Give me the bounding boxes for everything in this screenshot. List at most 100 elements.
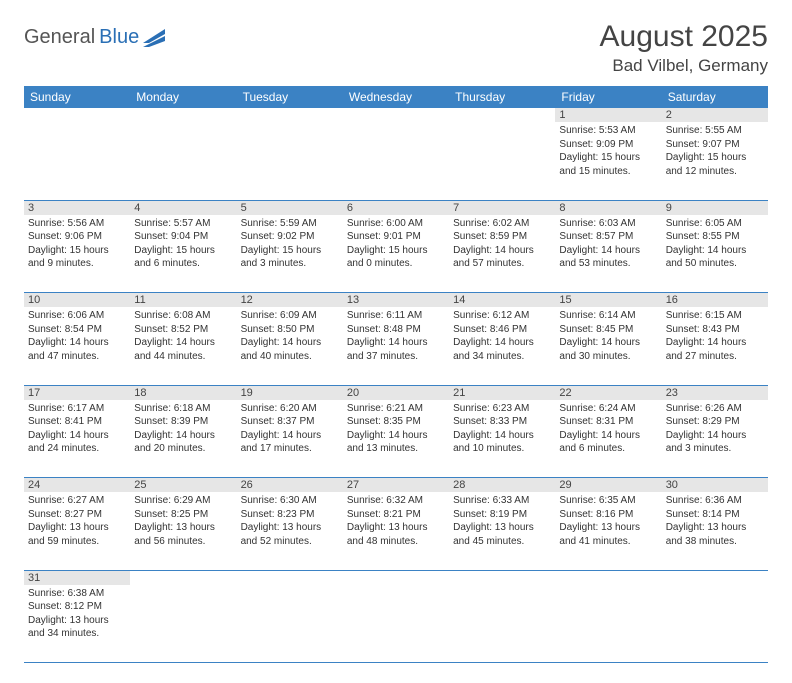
day-detail-line: Sunset: 8:52 PM bbox=[134, 323, 232, 337]
day-detail-line: and 20 minutes. bbox=[134, 442, 232, 456]
day-cell: Sunrise: 5:55 AMSunset: 9:07 PMDaylight:… bbox=[662, 122, 768, 200]
day-cell: Sunrise: 6:18 AMSunset: 8:39 PMDaylight:… bbox=[130, 400, 236, 478]
day-detail-line: Sunset: 8:41 PM bbox=[28, 415, 126, 429]
day-cell: Sunrise: 6:02 AMSunset: 8:59 PMDaylight:… bbox=[449, 215, 555, 293]
day-cell: Sunrise: 6:08 AMSunset: 8:52 PMDaylight:… bbox=[130, 307, 236, 385]
day-detail-line: Sunrise: 6:20 AM bbox=[241, 402, 339, 416]
day-detail-line: and 27 minutes. bbox=[666, 350, 764, 364]
day-number bbox=[662, 570, 768, 585]
day-detail-line: Daylight: 13 hours bbox=[28, 614, 126, 628]
day-number: 25 bbox=[130, 478, 236, 493]
day-detail-line: Sunrise: 5:55 AM bbox=[666, 124, 764, 138]
day-detail-line: Daylight: 13 hours bbox=[241, 521, 339, 535]
logo-text-blue: Blue bbox=[99, 26, 139, 49]
day-cell: Sunrise: 6:15 AMSunset: 8:43 PMDaylight:… bbox=[662, 307, 768, 385]
day-detail-line: and 59 minutes. bbox=[28, 535, 126, 549]
day-number: 7 bbox=[449, 200, 555, 215]
day-number: 23 bbox=[662, 385, 768, 400]
day-detail-line: Daylight: 15 hours bbox=[559, 151, 657, 165]
day-number bbox=[237, 108, 343, 122]
day-detail-line: Sunset: 8:43 PM bbox=[666, 323, 764, 337]
month-title: August 2025 bbox=[600, 20, 768, 54]
day-detail-line: Sunrise: 6:05 AM bbox=[666, 217, 764, 231]
day-detail-line: and 24 minutes. bbox=[28, 442, 126, 456]
day-detail-line: Sunrise: 6:14 AM bbox=[559, 309, 657, 323]
day-detail-line: and 48 minutes. bbox=[347, 535, 445, 549]
day-detail-line: Daylight: 15 hours bbox=[28, 244, 126, 258]
day-detail-line: Sunset: 8:50 PM bbox=[241, 323, 339, 337]
day-number bbox=[449, 108, 555, 122]
day-number-row: 24252627282930 bbox=[24, 478, 768, 493]
day-detail-line: Sunset: 8:39 PM bbox=[134, 415, 232, 429]
weekday-header: Wednesday bbox=[343, 86, 449, 108]
day-cell: Sunrise: 6:14 AMSunset: 8:45 PMDaylight:… bbox=[555, 307, 661, 385]
day-cell: Sunrise: 6:12 AMSunset: 8:46 PMDaylight:… bbox=[449, 307, 555, 385]
day-detail-line: and 40 minutes. bbox=[241, 350, 339, 364]
day-detail-line: Daylight: 14 hours bbox=[134, 429, 232, 443]
day-cell bbox=[449, 585, 555, 663]
day-number: 15 bbox=[555, 293, 661, 308]
day-detail-line: Sunset: 8:31 PM bbox=[559, 415, 657, 429]
location: Bad Vilbel, Germany bbox=[600, 56, 768, 76]
day-cell: Sunrise: 6:20 AMSunset: 8:37 PMDaylight:… bbox=[237, 400, 343, 478]
day-detail-line: Daylight: 14 hours bbox=[666, 429, 764, 443]
day-detail-line: Daylight: 13 hours bbox=[28, 521, 126, 535]
day-detail-line: Daylight: 14 hours bbox=[453, 244, 551, 258]
day-detail-line: Daylight: 14 hours bbox=[347, 336, 445, 350]
day-number: 10 bbox=[24, 293, 130, 308]
day-cell bbox=[130, 122, 236, 200]
day-detail-line: and 45 minutes. bbox=[453, 535, 551, 549]
weekday-header: Thursday bbox=[449, 86, 555, 108]
day-detail-line: Sunset: 8:19 PM bbox=[453, 508, 551, 522]
day-cell: Sunrise: 6:23 AMSunset: 8:33 PMDaylight:… bbox=[449, 400, 555, 478]
day-detail-line: Sunset: 8:57 PM bbox=[559, 230, 657, 244]
day-cell: Sunrise: 6:09 AMSunset: 8:50 PMDaylight:… bbox=[237, 307, 343, 385]
day-cell: Sunrise: 6:17 AMSunset: 8:41 PMDaylight:… bbox=[24, 400, 130, 478]
day-cell: Sunrise: 6:27 AMSunset: 8:27 PMDaylight:… bbox=[24, 492, 130, 570]
day-detail-line: Sunset: 9:02 PM bbox=[241, 230, 339, 244]
day-detail-line: Sunrise: 6:29 AM bbox=[134, 494, 232, 508]
day-number: 5 bbox=[237, 200, 343, 215]
day-detail-line: Sunset: 9:04 PM bbox=[134, 230, 232, 244]
day-detail-line: Sunset: 8:21 PM bbox=[347, 508, 445, 522]
day-cell bbox=[130, 585, 236, 663]
day-detail-line: Sunrise: 6:36 AM bbox=[666, 494, 764, 508]
header: GeneralBlue August 2025 Bad Vilbel, Germ… bbox=[24, 20, 768, 76]
day-detail-line: Sunrise: 6:27 AM bbox=[28, 494, 126, 508]
day-detail-line: Sunset: 8:23 PM bbox=[241, 508, 339, 522]
day-detail-line: Daylight: 14 hours bbox=[347, 429, 445, 443]
day-detail-line: and 41 minutes. bbox=[559, 535, 657, 549]
day-detail-line: Sunset: 8:29 PM bbox=[666, 415, 764, 429]
day-cell bbox=[343, 122, 449, 200]
day-detail-line: Sunset: 8:25 PM bbox=[134, 508, 232, 522]
day-number bbox=[130, 108, 236, 122]
logo: GeneralBlue bbox=[24, 26, 165, 49]
day-cell: Sunrise: 5:59 AMSunset: 9:02 PMDaylight:… bbox=[237, 215, 343, 293]
day-number: 12 bbox=[237, 293, 343, 308]
day-detail-line: Sunrise: 5:57 AM bbox=[134, 217, 232, 231]
day-number: 13 bbox=[343, 293, 449, 308]
day-detail-line: Daylight: 14 hours bbox=[241, 429, 339, 443]
day-detail-line: and 38 minutes. bbox=[666, 535, 764, 549]
day-detail-line: and 44 minutes. bbox=[134, 350, 232, 364]
day-detail-line: Sunset: 8:55 PM bbox=[666, 230, 764, 244]
day-detail-line: and 52 minutes. bbox=[241, 535, 339, 549]
weekday-header: Sunday bbox=[24, 86, 130, 108]
day-number: 21 bbox=[449, 385, 555, 400]
day-detail-line: Daylight: 15 hours bbox=[347, 244, 445, 258]
day-cell: Sunrise: 6:26 AMSunset: 8:29 PMDaylight:… bbox=[662, 400, 768, 478]
day-detail-line: Daylight: 14 hours bbox=[666, 336, 764, 350]
day-detail-line: Daylight: 14 hours bbox=[453, 429, 551, 443]
day-detail-line: Sunrise: 6:38 AM bbox=[28, 587, 126, 601]
weekday-header: Friday bbox=[555, 86, 661, 108]
day-cell: Sunrise: 6:11 AMSunset: 8:48 PMDaylight:… bbox=[343, 307, 449, 385]
day-detail-line: Sunset: 8:14 PM bbox=[666, 508, 764, 522]
day-detail-line: and 9 minutes. bbox=[28, 257, 126, 271]
day-number: 9 bbox=[662, 200, 768, 215]
day-detail-line: and 34 minutes. bbox=[28, 627, 126, 641]
day-detail-line: and 34 minutes. bbox=[453, 350, 551, 364]
day-cell: Sunrise: 6:05 AMSunset: 8:55 PMDaylight:… bbox=[662, 215, 768, 293]
day-detail-line: Daylight: 13 hours bbox=[666, 521, 764, 535]
day-content-row: Sunrise: 6:17 AMSunset: 8:41 PMDaylight:… bbox=[24, 400, 768, 478]
title-block: August 2025 Bad Vilbel, Germany bbox=[600, 20, 768, 76]
